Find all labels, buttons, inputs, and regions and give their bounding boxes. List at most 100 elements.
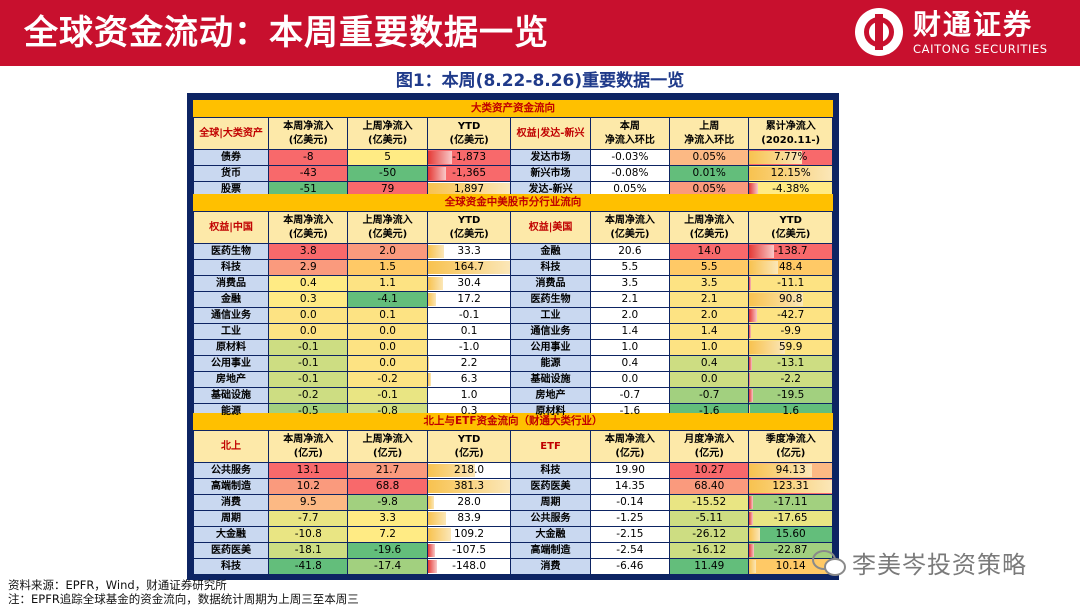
row-label: 工业 (511, 308, 590, 323)
wechat-watermark: 李美岑投资策略 (812, 542, 1027, 582)
row-label: 基础设施 (511, 372, 590, 387)
cell-value: -2.15 (616, 528, 644, 540)
data-cell: 3.5 (590, 276, 670, 291)
data-bar (427, 357, 429, 370)
cell-value: 0.05% (613, 183, 647, 195)
data-cell: -42.7 (749, 308, 832, 323)
data-cell: 1.4 (670, 324, 749, 339)
data-bar (427, 544, 435, 557)
logo-text-cn: 财通证券 (913, 8, 1034, 41)
data-cell: -0.7 (590, 388, 670, 403)
cell-value: 消费 (540, 561, 561, 572)
data-cell: -9.8 (348, 495, 427, 510)
cell-value: 科技 (540, 465, 561, 476)
data-cell: -13.1 (749, 356, 832, 371)
column-header: 权益|美国 (511, 212, 590, 243)
data-cell: 11.49 (670, 559, 749, 574)
data-cell: -0.1 (427, 308, 511, 323)
cell-value: 5.5 (700, 261, 718, 273)
table-header-row: 权益|中国 本周净流入 (亿美元) 上周净流入 (亿美元) YTD (亿美元) 权益|美… (194, 212, 832, 243)
data-cell: 0.0 (348, 356, 427, 371)
cell-value: 11.49 (694, 560, 725, 572)
data-cell: 14.0 (670, 244, 749, 259)
data-cell: 20.6 (590, 244, 670, 259)
cell-value: 1.5 (379, 261, 396, 273)
data-cell: -4.1 (348, 292, 427, 307)
row-label: 大金融 (511, 527, 590, 542)
row-label: 周期 (511, 495, 590, 510)
cell-value: 0.05% (692, 183, 726, 195)
cell-value: 2.2 (460, 357, 478, 369)
cell-value: -1,873 (452, 151, 487, 163)
data-bar (427, 528, 452, 541)
data-bar (749, 528, 760, 541)
data-cell: -0.03% (590, 150, 670, 165)
data-cell: 21.7 (348, 463, 427, 478)
data-cell: 164.7 (427, 260, 511, 275)
row-label: 公用事业 (194, 356, 269, 371)
data-cell: 0.4 (670, 356, 749, 371)
cell-value: 大金融 (535, 529, 566, 540)
table-row: 消费品 0.4 1.1 30.4 消费品 3.5 3.5 -11.1 (194, 276, 832, 291)
cell-value: -0.2 (298, 389, 319, 401)
row-label: 医药医美 (194, 543, 269, 558)
row-label: 消费品 (511, 276, 590, 291)
data-cell: 7.77% (749, 150, 832, 165)
data-cell: 59.9 (749, 340, 832, 355)
cell-value: 5 (384, 151, 391, 163)
data-bar (427, 389, 429, 402)
cell-value: 94.13 (775, 464, 806, 476)
data-bar (749, 560, 757, 573)
data-cell: 0.0 (590, 372, 670, 387)
cell-value: -51 (299, 183, 317, 195)
cell-value: 消费品 (535, 278, 566, 289)
data-cell: -2.54 (590, 543, 670, 558)
table-header-row: 北上 本周净流入 (亿元) 上周净流入 (亿元) YTD (亿元) ETF 本周净流入 (… (194, 431, 832, 462)
data-cell: 123.31 (749, 479, 832, 494)
row-label: 科技 (194, 260, 269, 275)
data-cell: -1.25 (590, 511, 670, 526)
data-cell: 218.0 (427, 463, 511, 478)
row-label: 货币 (194, 166, 269, 181)
row-label: 科技 (511, 463, 590, 478)
data-cell: -0.08% (590, 166, 670, 181)
cell-value: -0.1 (298, 341, 319, 353)
row-label: 发达-新兴 (511, 182, 590, 197)
cell-value: -5.11 (695, 512, 723, 524)
data-cell: -1,365 (427, 166, 511, 181)
cell-value: -1,365 (452, 167, 487, 179)
cell-value: 164.7 (454, 261, 485, 273)
data-cell: 1.0 (590, 340, 670, 355)
cell-value: 21.7 (375, 464, 400, 476)
data-cell: 2.9 (269, 260, 348, 275)
cell-value: 109.2 (454, 528, 485, 540)
data-bar (749, 325, 752, 338)
data-cell: 68.8 (348, 479, 427, 494)
data-cell: 0.05% (590, 182, 670, 197)
data-cell: 2.0 (590, 308, 670, 323)
cell-value: 123.31 (772, 480, 810, 492)
row-label: 公共服务 (194, 463, 269, 478)
row-label: 公共服务 (511, 511, 590, 526)
data-cell: 0.0 (269, 308, 348, 323)
data-cell: 2.2 (427, 356, 511, 371)
data-cell: -18.1 (269, 543, 348, 558)
data-bar (427, 512, 446, 525)
row-label: 债券 (194, 150, 269, 165)
data-bar (749, 293, 804, 306)
cell-value: -0.2 (377, 373, 398, 385)
table-row: 通信业务 0.0 0.1 -0.1 工业 2.0 2.0 -42.7 (194, 308, 832, 323)
data-cell: -43 (269, 166, 348, 181)
data-bar (749, 357, 752, 370)
cell-value: 0.3 (299, 293, 317, 305)
cell-value: 6.3 (460, 373, 478, 385)
data-bar (427, 496, 434, 509)
table-row: 周期 -7.7 3.3 83.9 公共服务 -1.25 -5.11 -17.65 (194, 511, 832, 526)
data-cell: 19.90 (590, 463, 670, 478)
data-bar (749, 277, 752, 290)
data-cell: 3.5 (670, 276, 749, 291)
data-cell: 10.14 (749, 559, 832, 574)
cell-value: 1.1 (379, 277, 396, 289)
table-row: 科技 -41.8 -17.4 -148.0 消费 -6.46 11.49 10.14 (194, 559, 832, 574)
data-bar (427, 261, 511, 274)
